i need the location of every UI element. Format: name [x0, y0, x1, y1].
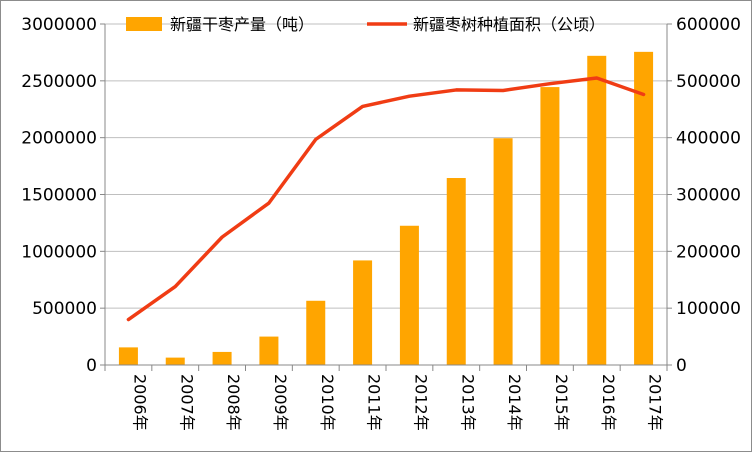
left-tick-label: 2500000 [21, 72, 97, 92]
gridlines [105, 23, 667, 309]
left-tick-label: 2000000 [21, 129, 97, 149]
x-tick-label: 2006年 [130, 374, 149, 431]
production-bar [399, 225, 419, 365]
production-bar [353, 260, 373, 365]
x-tick-label: 2012年 [411, 374, 430, 431]
production-bar [259, 336, 279, 365]
right-tick-label: 200000 [676, 242, 741, 262]
legend-label-production: 新疆干枣产量（吨） [170, 15, 314, 34]
area-line [126, 76, 646, 322]
right-axis-ticks: 0 100000 200000 300000 400000 500000 600000 [676, 15, 741, 376]
right-tick-label: 600000 [676, 15, 741, 35]
right-tick-label: 400000 [676, 129, 741, 149]
x-tick-label: 2013年 [458, 374, 477, 431]
bar-series [118, 51, 654, 366]
production-bar [540, 87, 560, 366]
production-bar [587, 55, 607, 366]
legend: 新疆干枣产量（吨） 新疆枣树种植面积（公顷） [126, 15, 605, 34]
x-tick-label: 2015年 [552, 374, 571, 431]
x-tick-label: 2007年 [177, 374, 196, 431]
x-axis-ticks: 2006年 2007年 2008年 2009年 2010年 2011年 2012年 2013年… [130, 374, 664, 431]
production-bar [165, 357, 185, 365]
legend-label-area: 新疆枣树种植面积（公顷） [413, 15, 605, 34]
x-tick-label: 2016年 [599, 374, 618, 431]
x-tick-label: 2009年 [271, 374, 290, 431]
left-tick-label: 500000 [32, 299, 97, 319]
left-axis-ticks: 0 500000 1000000 1500000 2000000 2500000 30000… [21, 15, 97, 376]
right-tick-label: 100000 [676, 299, 741, 319]
production-bar [212, 351, 232, 365]
left-tick-label: 3000000 [21, 15, 97, 35]
x-tick-label: 2008年 [224, 374, 243, 431]
axes [100, 23, 672, 371]
production-bar [634, 51, 654, 366]
x-tick-label: 2017年 [646, 374, 665, 431]
left-tick-label: 1000000 [21, 242, 97, 262]
right-tick-label: 300000 [676, 186, 741, 206]
production-bar [446, 178, 466, 365]
left-tick-label: 1500000 [21, 186, 97, 206]
production-bar [306, 300, 326, 365]
x-tick-label: 2010年 [318, 374, 337, 431]
production-bar [493, 138, 513, 365]
left-tick-label: 0 [86, 356, 97, 376]
x-tick-label: 2011年 [365, 374, 384, 431]
line-series-layer [126, 76, 646, 322]
production-bar [118, 347, 138, 365]
x-tick-label: 2014年 [505, 374, 524, 431]
right-tick-label: 500000 [676, 72, 741, 92]
right-tick-label: 0 [676, 356, 687, 376]
legend-swatch-production [126, 17, 162, 31]
